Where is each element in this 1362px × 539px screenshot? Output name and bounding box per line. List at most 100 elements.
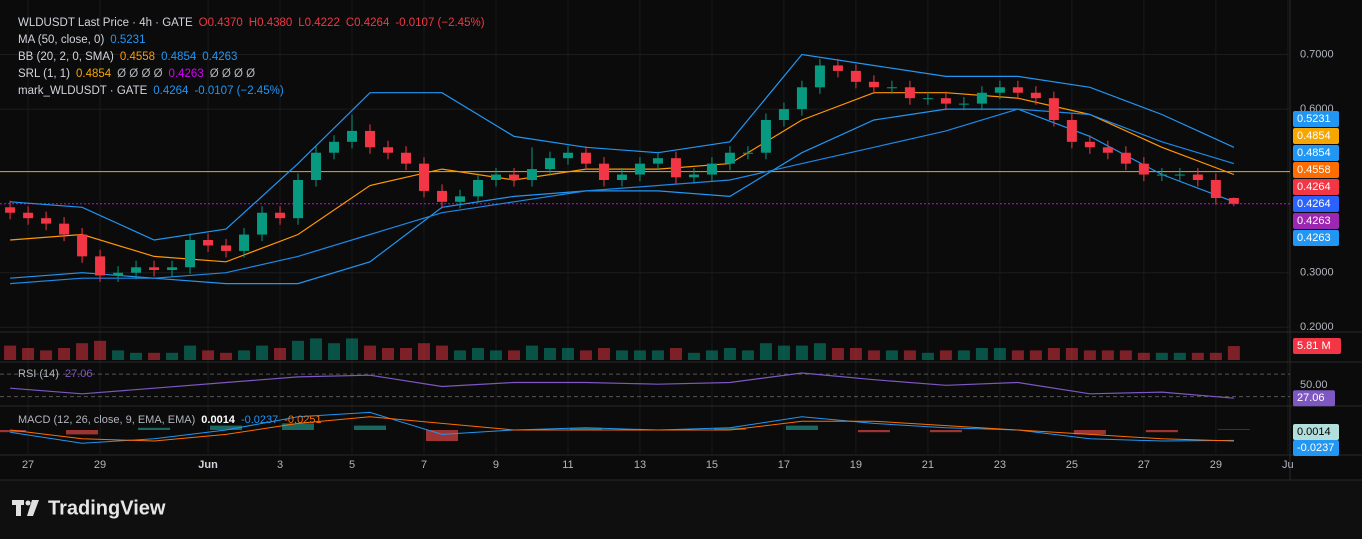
candle-body — [814, 65, 825, 88]
volume-bar — [777, 345, 790, 360]
volume-bar — [148, 352, 161, 360]
volume-tag-label: 5.81 M — [1297, 340, 1331, 352]
candle-body — [41, 218, 52, 224]
x-tick-label: 15 — [706, 459, 718, 471]
volume-bar — [939, 350, 952, 360]
volume-bar — [975, 348, 988, 360]
candle-body — [275, 212, 286, 219]
candle-body — [994, 87, 1005, 93]
candle-body — [95, 256, 106, 276]
volume-bar — [1137, 352, 1150, 360]
legend-line: WLDUSDT Last Price · 4h · GATE O0.4370 H0.… — [18, 17, 485, 29]
volume-bar — [813, 343, 826, 360]
candle-body — [1048, 98, 1059, 120]
candle-body — [526, 169, 537, 180]
volume-bar — [1101, 350, 1114, 360]
volume-bar — [328, 343, 341, 360]
legend-value: Ø Ø Ø Ø — [210, 68, 255, 80]
candle-body — [508, 174, 519, 180]
volume-bar — [400, 348, 413, 360]
price-tag-label: 0.4263 — [1297, 215, 1331, 227]
candle-body — [1084, 141, 1095, 148]
volume-bar — [831, 348, 844, 360]
candle-body — [185, 240, 196, 268]
x-tick-label: 5 — [349, 459, 355, 471]
volume-bar — [1047, 348, 1060, 360]
candle-body — [562, 152, 573, 159]
volume-bar — [40, 350, 53, 360]
x-tick-label: Jun — [198, 459, 218, 471]
volume-bar — [741, 350, 754, 360]
volume-bar — [274, 348, 287, 360]
candle-body — [113, 272, 124, 276]
logo — [12, 500, 39, 516]
macd-legend-value: 0.0014 — [201, 414, 236, 426]
volume-bar — [993, 348, 1006, 360]
signal-line — [10, 416, 1234, 442]
price-tag-label: 0.4854 — [1297, 130, 1331, 142]
candle-body — [598, 163, 609, 180]
price-tag-label: 0.4558 — [1297, 164, 1331, 176]
candle-body — [59, 223, 70, 235]
volume-bar — [849, 348, 862, 360]
candle-body — [1030, 92, 1041, 99]
volume-bar — [795, 345, 808, 360]
volume-bar — [112, 350, 125, 360]
candle-body — [706, 163, 717, 175]
candle-body — [940, 98, 951, 104]
volume-bar — [867, 350, 880, 360]
volume-bar — [669, 348, 682, 360]
candle-body — [311, 152, 322, 180]
x-tick-label: 13 — [634, 459, 646, 471]
candle-body — [1066, 120, 1077, 142]
macd-hist-bar — [66, 430, 99, 435]
candle-body — [401, 152, 412, 164]
price-tag-label: 0.4264 — [1297, 198, 1331, 210]
x-tick-label: 29 — [1210, 459, 1222, 471]
volume-bar — [292, 340, 305, 360]
volume-bar — [1191, 352, 1204, 360]
price-tag-label: 0.4854 — [1297, 147, 1331, 159]
x-tick-label: 27 — [22, 459, 34, 471]
candle-body — [742, 152, 753, 154]
candle-body — [1120, 152, 1131, 164]
rsi-legend-value: 27.06 — [65, 368, 93, 380]
volume-bar — [561, 348, 574, 360]
candle-body — [958, 103, 969, 105]
price-tag — [1293, 128, 1339, 144]
candle-body — [347, 130, 358, 142]
rsi-tag — [1293, 390, 1335, 407]
volume-bar — [723, 348, 736, 360]
legend-label: WLDUSDT Last Price · 4h · GATE — [18, 17, 193, 29]
x-tick-label: 7 — [421, 459, 427, 471]
legend-value: 0.4264 — [153, 85, 189, 97]
macd-line — [10, 411, 1234, 444]
volume-bar — [921, 352, 934, 360]
candle-body — [419, 163, 430, 191]
rsi-legend: RSI (14) 27.06 — [18, 368, 93, 380]
candle-body — [257, 212, 268, 235]
candle-body — [1156, 174, 1167, 176]
macd-hist-bar — [138, 427, 171, 430]
macd-tag-label: -0.0237 — [1297, 442, 1334, 454]
indicator-line — [10, 108, 1235, 285]
price-tag — [1293, 213, 1339, 229]
macd-tag — [1293, 440, 1339, 456]
candle-body — [670, 158, 681, 178]
candle-body — [436, 190, 447, 202]
macd-hist-bar — [354, 425, 387, 430]
candle-body — [544, 158, 555, 170]
volume-bar — [256, 345, 269, 360]
candle-body — [922, 98, 933, 100]
volume-bar — [364, 345, 377, 360]
rsi-line — [10, 372, 1234, 399]
macd-hist-bar — [210, 425, 243, 430]
price-tag-label: 0.4263 — [1297, 232, 1331, 244]
candle-body — [365, 130, 376, 148]
legend-value: C0.4264 — [346, 17, 390, 29]
x-tick-label: 19 — [850, 459, 862, 471]
x-tick-label: 29 — [94, 459, 106, 471]
price-tag — [1293, 196, 1339, 212]
candle-body — [580, 152, 591, 164]
